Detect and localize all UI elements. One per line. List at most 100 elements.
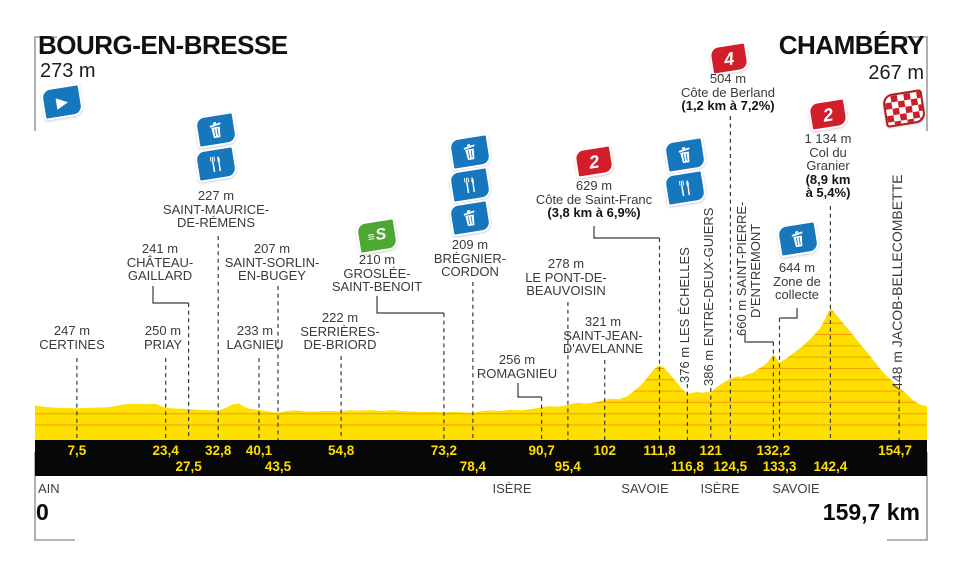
point-name: SERRIÈRES- xyxy=(300,323,380,339)
feed-zone-icon xyxy=(447,166,493,204)
climb-gradient: à 5,4%) xyxy=(805,185,851,200)
finish-city-name: CHAMBÉRY xyxy=(778,30,925,60)
label-zone-de-collecte: 644 m Zone de collecte xyxy=(742,261,852,302)
department-label: SAVOIE xyxy=(772,481,820,496)
km-marker: 7,5 xyxy=(67,442,87,458)
point-altitude: 247 m xyxy=(53,323,91,338)
point-name: collecte xyxy=(774,287,820,302)
point-altitude: 227 m xyxy=(197,188,235,203)
department-label: SAVOIE xyxy=(621,481,669,496)
start-km-label: 0 xyxy=(36,499,49,525)
climb-name: Col du xyxy=(809,144,847,160)
vertical-label-entre-deux-guiers: 386 m ENTRE-DEUX-GUIERS xyxy=(701,207,716,386)
marker-connector-line xyxy=(779,308,798,319)
waste-zone-icon xyxy=(662,136,708,174)
point-altitude: 644 m xyxy=(778,260,816,275)
trash-icon xyxy=(463,209,475,227)
km-marker: 111,8 xyxy=(643,442,676,458)
point-altitude: 222 m xyxy=(321,310,359,325)
point-name: SAINT-SORLIN- xyxy=(224,254,320,270)
department-label: ISÈRE xyxy=(700,481,740,496)
marker-connector-line xyxy=(744,333,774,343)
km-marker: 32,8 xyxy=(205,442,232,458)
point-label-saint-jean: 321 m SAINT-JEAN- D'AVELANNE xyxy=(538,315,668,356)
fork-knife-icon xyxy=(463,176,476,194)
point-altitude: 321 m xyxy=(584,314,622,329)
waste-zone-icon xyxy=(193,111,239,149)
km-marker: 54,8 xyxy=(327,442,355,458)
feed-zone-icon xyxy=(193,145,239,183)
point-label-chateau-gaillard: 241 m CHÂTEAU- GAILLARD xyxy=(95,242,225,283)
km-marker: 124,5 xyxy=(713,458,748,474)
point-name: ROMAGNIEU xyxy=(476,365,558,381)
climb-name: Côte de Saint-Franc xyxy=(535,191,653,207)
point-label-lagnieu: 233 m LAGNIEU xyxy=(190,324,320,351)
point-name: CERTINES xyxy=(39,336,105,352)
km-marker: 121 xyxy=(699,442,723,458)
climb-gradient: (3,8 km à 6,9%) xyxy=(547,205,641,220)
trash-icon xyxy=(209,121,221,139)
climb-altitude: 1 134 m xyxy=(804,131,852,146)
marker-connector-line xyxy=(517,383,542,398)
category-number: 2 xyxy=(587,150,601,173)
point-label-pont-de-beauvoisin: 278 m LE PONT-DE- BEAUVOISIN xyxy=(501,257,631,298)
total-distance-label: 159,7 km xyxy=(822,499,920,525)
department-label: ISÈRE xyxy=(492,481,532,496)
play-triangle-icon: ▶ xyxy=(54,92,70,112)
point-altitude: 210 m xyxy=(358,252,396,267)
climb-name: Granier xyxy=(806,158,850,173)
point-name: CHÂTEAU- xyxy=(126,254,194,270)
point-altitude: 207 m xyxy=(253,241,291,256)
finish-checkered-flag-icon xyxy=(881,89,927,128)
start-city-name: BOURG-EN-BRESSE xyxy=(38,30,288,60)
fork-knife-icon xyxy=(678,179,691,197)
km-marker: 116,8 xyxy=(670,458,704,474)
point-name: SAINT-MAURICE- xyxy=(162,201,270,217)
point-name: EN-BUGEY xyxy=(238,268,306,283)
finish-city-altitude: 267 m xyxy=(868,62,924,84)
vertical-label-jacob-bellecombette: 448 m JACOB-BELLECOMBETTE xyxy=(889,174,905,390)
frame-corner-marks xyxy=(34,36,928,541)
point-altitude: 278 m xyxy=(547,256,585,271)
climb-name: Côte de Berland xyxy=(681,84,775,100)
point-label-bregnier: 209 m BRÉGNIER- CORDON xyxy=(405,238,535,279)
point-altitude: 250 m xyxy=(144,323,182,338)
feed-zone-icon xyxy=(662,169,708,207)
point-label-serrieres: 222 m SERRIÈRES- DE-BRIORD xyxy=(275,311,405,352)
point-name: DE-BRIORD xyxy=(303,337,377,352)
marker-connector-line xyxy=(376,296,444,314)
vertical-label-les-echelles: 376 m LES ÉCHELLES xyxy=(677,247,692,383)
marker-connector-line xyxy=(593,226,660,239)
fork-knife-icon xyxy=(209,155,222,173)
climb-label-berland: 504 m Côte de Berland (1,2 km à 7,2%) xyxy=(643,72,813,113)
point-name: Zone de xyxy=(773,273,821,289)
vertical-label-saint-pierre-1: 660 m SAINT-PIERRE- xyxy=(734,201,749,336)
trash-icon xyxy=(678,146,690,164)
marker-connector-line xyxy=(152,286,189,304)
point-label-romagnieu: 256 m ROMAGNIEU xyxy=(452,353,582,380)
km-marker: 142,4 xyxy=(813,458,848,474)
point-name: LE PONT-DE- xyxy=(525,269,607,285)
point-name: DE-RÉMENS xyxy=(176,215,255,230)
climb-gradient: (8,9 km xyxy=(805,171,851,187)
waste-zone-icon xyxy=(447,199,493,237)
waste-zone-icon xyxy=(775,220,821,258)
point-label-saint-sorlin: 207 m SAINT-SORLIN- EN-BUGEY xyxy=(207,242,337,283)
point-label-certines: 247 m CERTINES xyxy=(7,324,137,351)
waste-zone-icon xyxy=(447,133,493,171)
point-name: LAGNIEU xyxy=(226,336,284,352)
point-label-saint-maurice: 227 m SAINT-MAURICE- DE-RÉMENS xyxy=(151,189,281,230)
vertical-label-saint-pierre-2: D'ENTREMONT xyxy=(748,223,763,318)
point-name: SAINT-BENOIT xyxy=(331,279,423,294)
climb-label-saint-franc: 629 m Côte de Saint-Franc (3,8 km à 6,9%… xyxy=(509,179,679,220)
point-label-groslee-sprint: 210 m GROSLÉE- SAINT-BENOIT xyxy=(312,253,442,294)
elevation-profile-area xyxy=(35,308,927,440)
point-name: BEAUVOISIN xyxy=(526,283,606,298)
point-name: GROSLÉE- xyxy=(343,265,411,281)
point-altitude: 256 m xyxy=(498,352,536,367)
category-number: 4 xyxy=(722,47,736,70)
point-name: SAINT-JEAN- xyxy=(563,327,643,343)
km-marker: 95,4 xyxy=(554,458,581,474)
category-number: 2 xyxy=(821,103,835,126)
